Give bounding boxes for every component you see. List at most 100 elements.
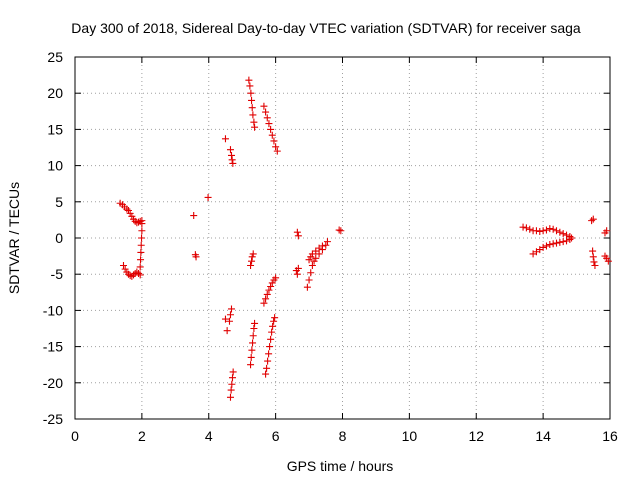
x-tick-label: 4 [205, 428, 213, 444]
data-point [273, 147, 281, 155]
data-point [267, 335, 275, 343]
series-arc-02 [119, 262, 144, 280]
series-arc-21 [601, 227, 612, 265]
data-point [267, 283, 275, 291]
data-point [272, 143, 280, 151]
data-point [136, 271, 144, 279]
series-arc-18 [519, 223, 576, 242]
series-arc-15 [303, 238, 331, 291]
y-axis-label: SDTVAR / TECUs [6, 182, 22, 294]
data-point [307, 253, 315, 261]
data-point [549, 240, 557, 248]
data-point [247, 262, 255, 270]
data-point [563, 237, 571, 245]
data-point [248, 104, 256, 112]
data-point [603, 227, 611, 235]
data-point [136, 263, 144, 271]
data-point [588, 217, 596, 225]
data-point [265, 286, 273, 294]
data-point [566, 235, 574, 243]
chart-title: Day 300 of 2018, Sidereal Day-to-day VTE… [71, 20, 581, 36]
data-point [262, 370, 270, 378]
data-point [526, 225, 534, 233]
series-arc-13 [262, 314, 279, 378]
data-point [272, 274, 280, 282]
data-point [204, 193, 212, 201]
data-point [250, 325, 258, 332]
data-point [293, 228, 301, 236]
series-arc-09 [247, 250, 257, 270]
data-point [123, 205, 131, 213]
data-point [248, 96, 256, 104]
series-arc-10 [247, 319, 259, 369]
data-point [536, 227, 544, 235]
data-point [260, 299, 268, 307]
data-point [138, 227, 146, 235]
data-point [228, 380, 236, 388]
data-point [264, 357, 272, 365]
data-point [248, 346, 256, 354]
data-point [251, 319, 259, 327]
data-point [248, 253, 256, 261]
data-point [247, 89, 255, 97]
series-arc-20 [588, 215, 599, 270]
data-point [556, 228, 564, 236]
data-point [249, 339, 257, 347]
data-point [226, 311, 234, 319]
data-point [190, 212, 198, 220]
y-tick-label: -25 [43, 411, 63, 427]
data-point [137, 248, 145, 256]
series-arc-17 [335, 226, 345, 235]
data-point [553, 227, 560, 235]
x-tick-label: 0 [71, 428, 79, 444]
x-tick-label: 16 [602, 428, 618, 444]
data-point [121, 265, 129, 273]
data-point [249, 332, 257, 340]
data-point [249, 250, 257, 258]
data-point [246, 82, 254, 90]
y-tick-label: -10 [43, 302, 63, 318]
data-point [266, 343, 274, 351]
data-point [323, 238, 331, 246]
data-point [591, 262, 599, 270]
y-tick-label: 20 [47, 85, 63, 101]
data-points [116, 76, 612, 401]
data-point [303, 283, 311, 291]
data-point [568, 234, 576, 242]
data-point [265, 350, 273, 358]
data-point [293, 270, 301, 278]
data-point [270, 137, 278, 145]
data-point [322, 241, 330, 249]
data-point [192, 253, 200, 261]
y-tick-label: 10 [47, 158, 63, 174]
data-point [251, 123, 259, 131]
data-point [559, 238, 567, 246]
y-tick-label: 5 [55, 194, 63, 210]
data-point [310, 257, 318, 265]
data-point [249, 111, 257, 119]
data-point [604, 257, 612, 265]
data-point [263, 364, 271, 372]
data-point [294, 264, 302, 272]
data-point [546, 241, 554, 249]
data-point [268, 328, 276, 336]
series-arc-03 [136, 220, 146, 271]
series-arc-12 [260, 274, 280, 307]
series-arc-01 [116, 199, 146, 227]
y-tick-label: 25 [47, 49, 63, 65]
data-point [532, 227, 540, 235]
x-tick-label: 6 [272, 428, 280, 444]
data-point [312, 247, 320, 255]
data-point [305, 256, 313, 264]
x-tick-label: 2 [138, 428, 146, 444]
data-point [519, 223, 527, 231]
data-point [260, 102, 268, 110]
data-point [312, 254, 320, 262]
data-point [553, 239, 560, 247]
series-arc-16 [305, 242, 326, 264]
data-point [305, 276, 313, 284]
data-point [268, 279, 276, 287]
data-point [269, 322, 277, 330]
data-point [263, 114, 271, 122]
data-point [559, 230, 567, 238]
